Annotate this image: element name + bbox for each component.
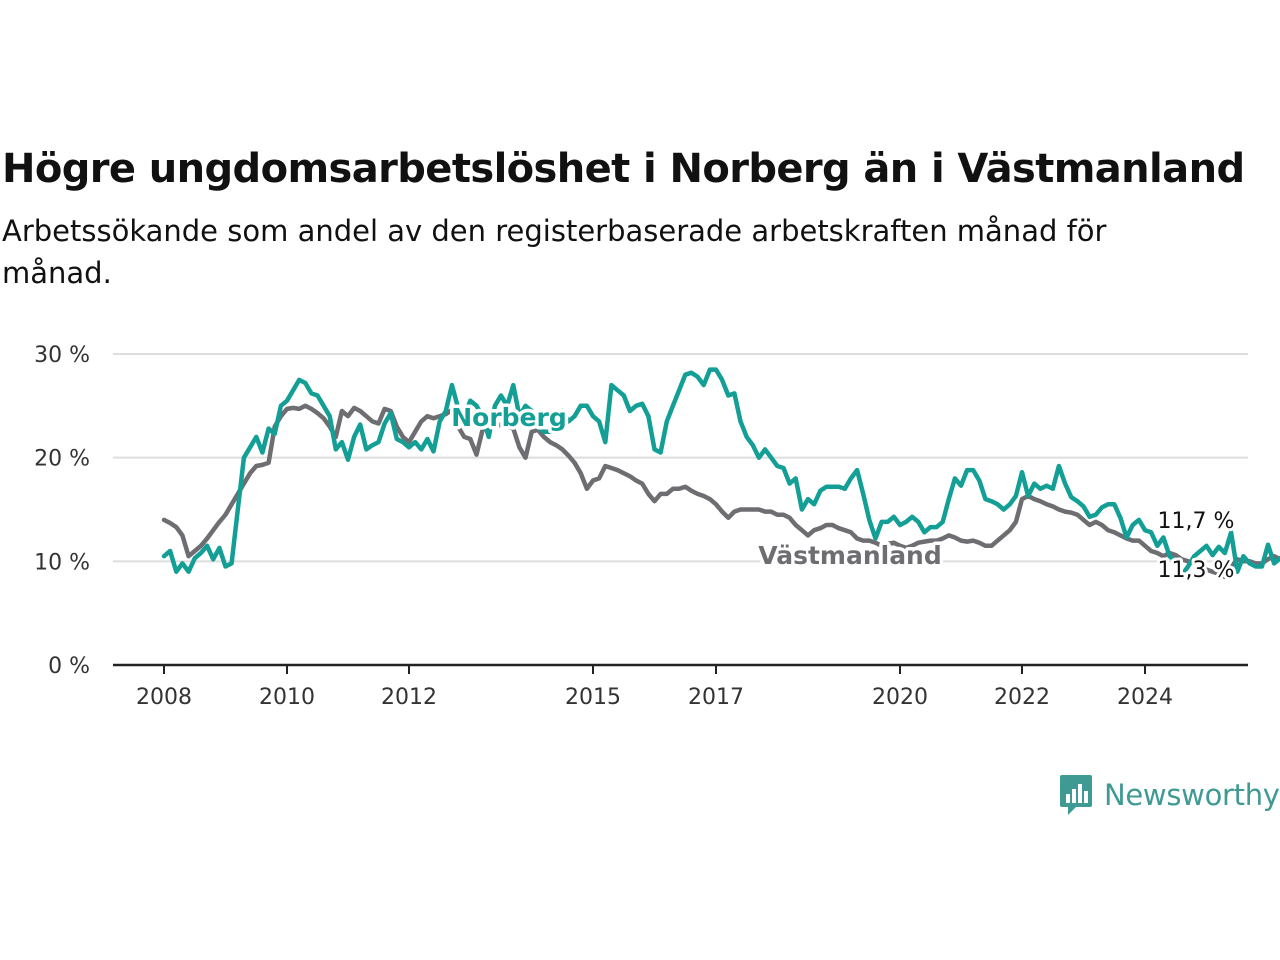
y-axis-ticks: 0 % 10 % 20 % 30 % [34, 343, 90, 679]
x-tick-label: 2010 [259, 685, 315, 710]
y-tick-label: 20 % [34, 447, 90, 472]
series-label-norberg: Norberg [451, 403, 567, 432]
series-line-norberg [161, 367, 1280, 578]
newsworthy-logo-icon [1060, 775, 1092, 815]
y-tick-label: 0 % [48, 654, 90, 679]
x-tick-label: 2022 [994, 685, 1050, 710]
series-lines [161, 367, 1280, 580]
y-tick-label: 30 % [34, 343, 90, 368]
x-tick-label: 2012 [381, 685, 437, 710]
series-label-vastmanland: Västmanland [758, 541, 942, 570]
chart-subtitle: Arbetssökande som andel av den registerb… [2, 214, 1107, 290]
brand-logo: Newsworthy [1058, 773, 1280, 817]
chart-title: Högre ungdomsarbetslöshet i Norberg än i… [2, 146, 1245, 192]
x-tick-label: 2024 [1117, 685, 1173, 710]
gridlines [113, 353, 1248, 563]
series-labels: Norberg Västmanland 11,7 % 11,3 % [448, 400, 1238, 587]
brand-name: Newsworthy [1104, 778, 1280, 812]
line-chart: 0 % 10 % 20 % 30 % 2008 2010 2012 2015 2017 2020… [34, 343, 1280, 710]
series-line-vastmanland [161, 403, 1280, 580]
end-value-label-norberg: 11,7 % [1158, 509, 1235, 534]
y-tick-label: 10 % [34, 550, 90, 575]
x-tick-label: 2015 [565, 685, 621, 710]
x-tick-label: 2008 [136, 685, 192, 710]
x-tick-label: 2017 [688, 685, 744, 710]
x-tick-label: 2020 [872, 685, 928, 710]
end-value-label-vastmanland: 11,3 % [1158, 558, 1235, 583]
x-axis-ticks: 2008 2010 2012 2015 2017 2020 2022 2024 [113, 663, 1248, 710]
